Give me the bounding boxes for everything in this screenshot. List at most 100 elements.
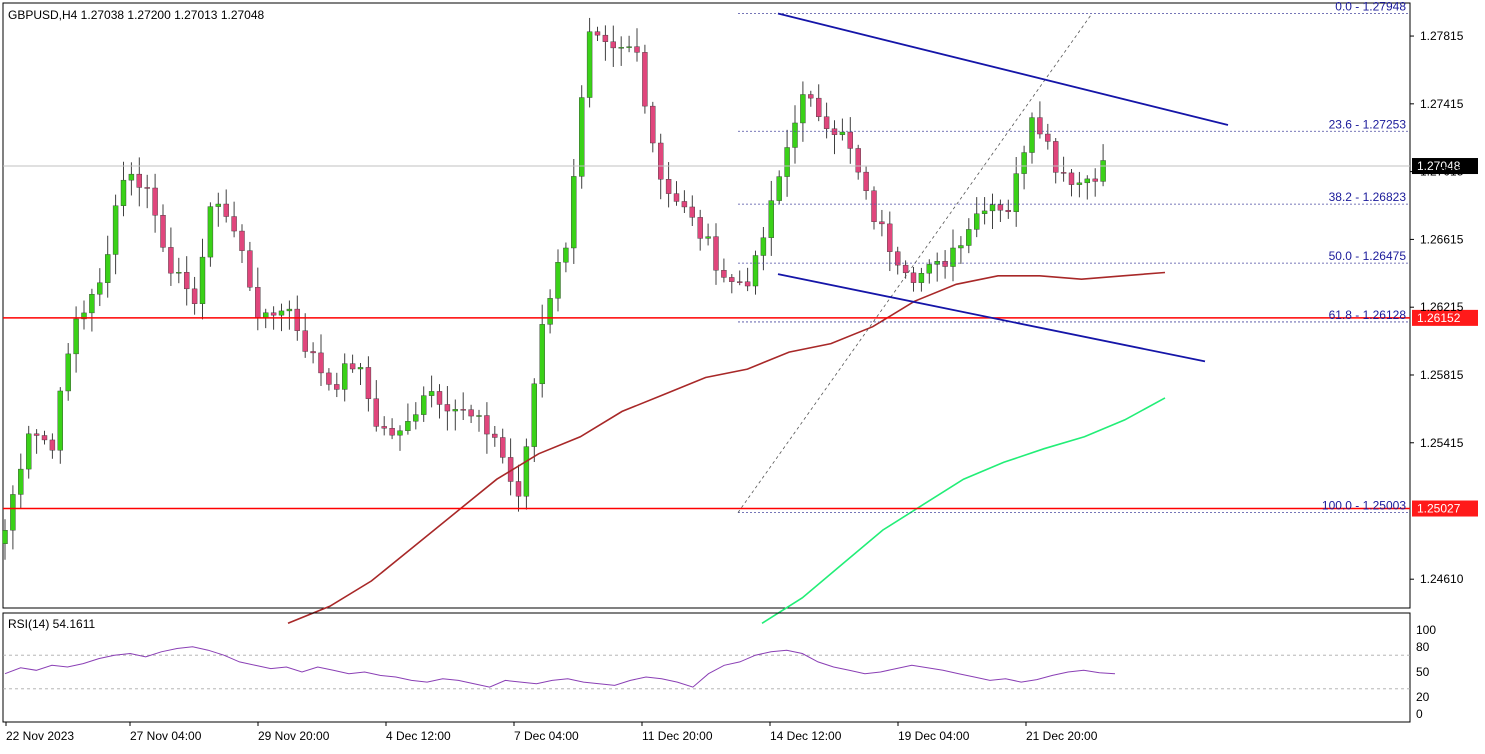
candle-body[interactable] [792,122,798,148]
candle-body[interactable] [49,439,56,451]
candle-body[interactable] [942,261,948,267]
candle-body[interactable] [1092,178,1098,182]
candle-body[interactable] [41,435,48,441]
candle-body[interactable] [697,217,703,239]
candle-body[interactable] [1076,182,1083,185]
candle-body[interactable] [2,530,8,544]
candle-body[interactable] [515,481,522,497]
candle-body[interactable] [650,105,656,144]
candle-body[interactable] [405,421,411,431]
candle-body[interactable] [673,193,680,202]
candle-body[interactable] [681,201,688,208]
candle-body[interactable] [152,187,158,216]
candle-body[interactable] [10,494,16,531]
candle-body[interactable] [602,34,609,42]
candle-body[interactable] [744,281,751,287]
candle-body[interactable] [808,94,814,99]
candle-body[interactable] [468,409,474,417]
candle-body[interactable] [658,142,664,180]
candle-body[interactable] [81,312,87,320]
candle-body[interactable] [286,308,293,312]
candle-body[interactable] [586,31,593,98]
candle-body[interactable] [428,391,435,396]
candle-body[interactable] [579,97,585,177]
candle-body[interactable] [176,272,182,274]
candle-body[interactable] [555,262,561,299]
candle-body[interactable] [484,415,490,435]
candle-body[interactable] [523,446,530,497]
candle-body[interactable] [270,312,277,316]
candle-body[interactable] [342,363,348,390]
candle-body[interactable] [436,391,443,405]
candle-body[interactable] [97,282,103,295]
candle-body[interactable] [902,264,909,274]
candle-body[interactable] [1005,209,1011,212]
candle-body[interactable] [18,468,24,495]
candle-body[interactable] [33,433,40,436]
candle-body[interactable] [752,255,759,287]
candle-body[interactable] [974,213,980,230]
candle-body[interactable] [136,173,143,188]
candle-body[interactable] [476,415,482,417]
candle-body[interactable] [823,116,830,129]
candle-body[interactable] [334,384,340,390]
candle-body[interactable] [191,288,198,304]
candle-body[interactable] [816,97,822,117]
candle-body[interactable] [618,47,624,49]
candle-body[interactable] [255,287,261,319]
candle-body[interactable] [594,31,601,36]
candle-body[interactable] [863,171,869,191]
candle-body[interactable] [1021,152,1027,174]
candle-body[interactable] [989,204,996,212]
candle-body[interactable] [302,330,308,352]
candle-body[interactable] [713,236,719,271]
candle-body[interactable] [452,409,458,412]
candle-body[interactable] [563,247,569,263]
candle-body[interactable] [112,205,119,255]
candle-body[interactable] [73,318,79,355]
candle-body[interactable] [1084,178,1091,184]
candle-body[interactable] [373,398,379,427]
candle-body[interactable] [247,250,253,288]
candle-body[interactable] [847,131,853,149]
candle-body[interactable] [57,390,63,451]
candle-body[interactable] [642,52,648,107]
candle-body[interactable] [421,395,427,415]
lower-trendline[interactable] [777,273,1206,363]
candle-body[interactable] [871,190,877,222]
candle-body[interactable] [231,216,237,232]
candle-body[interactable] [634,46,640,53]
candle-body[interactable] [1013,173,1019,212]
candle-body[interactable] [183,272,190,290]
candle-body[interactable] [879,221,885,225]
candle-body[interactable] [531,383,537,447]
candle-body[interactable] [776,176,782,201]
candle-body[interactable] [997,204,1004,211]
candle-body[interactable] [1052,141,1059,173]
candle-body[interactable] [460,409,466,411]
candle-body[interactable] [610,41,616,49]
candle-body[interactable] [958,245,964,249]
candle-body[interactable] [223,203,229,217]
candle-body[interactable] [278,310,285,316]
candle-body[interactable] [215,203,222,207]
candle-body[interactable] [389,428,395,436]
candle-body[interactable] [160,215,166,248]
candle-body[interactable] [397,430,403,436]
candle-body[interactable] [500,437,506,458]
candle-body[interactable] [831,128,838,135]
candle-body[interactable] [326,372,332,385]
candle-body[interactable] [144,187,150,189]
candle-body[interactable] [365,367,372,399]
candle-body[interactable] [887,223,893,252]
candle-body[interactable] [571,176,577,249]
candle-body[interactable] [721,270,727,278]
candle-body[interactable] [910,272,917,283]
candle-body[interactable] [918,272,925,283]
candle-body[interactable] [855,148,861,173]
candle-body[interactable] [444,404,451,412]
candle-body[interactable] [705,236,711,239]
candle-body[interactable] [128,173,135,181]
